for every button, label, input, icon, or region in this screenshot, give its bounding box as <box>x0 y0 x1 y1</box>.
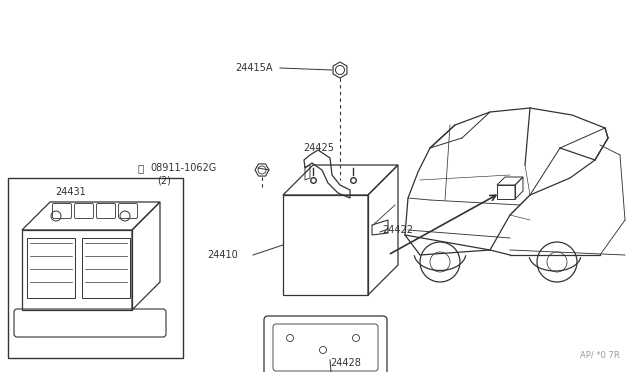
Text: 24415A: 24415A <box>235 63 273 73</box>
Text: 24425: 24425 <box>303 143 334 153</box>
Text: 24431: 24431 <box>55 187 86 197</box>
Text: 24410: 24410 <box>207 250 237 260</box>
Text: 08911-1062G: 08911-1062G <box>150 163 216 173</box>
Bar <box>8 178 183 358</box>
Text: 24422: 24422 <box>382 225 413 235</box>
Text: 24428: 24428 <box>330 358 361 368</box>
Bar <box>82 238 130 298</box>
Text: (2): (2) <box>157 175 171 185</box>
Text: AP/ *0 7R: AP/ *0 7R <box>580 351 620 360</box>
Text: ⓝ: ⓝ <box>138 163 144 173</box>
Bar <box>27 238 75 298</box>
